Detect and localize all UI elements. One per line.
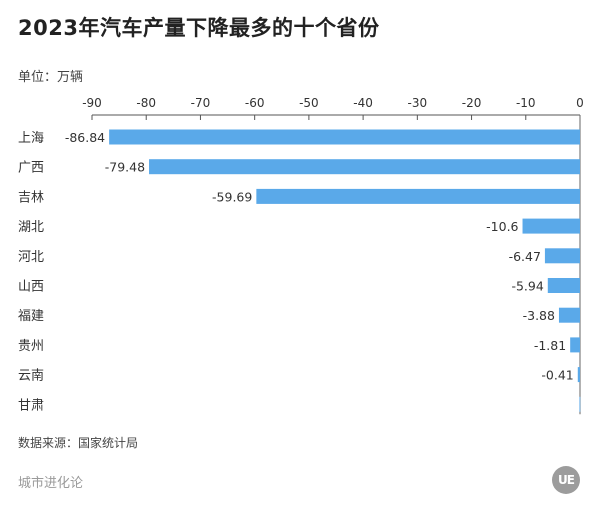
x-tick-label: 0 — [576, 96, 584, 110]
category-label: 云南 — [18, 368, 44, 384]
x-tick-label: -40 — [353, 96, 373, 110]
value-label: -6.47 — [509, 249, 541, 264]
bar — [149, 159, 580, 175]
category-label: 山西 — [18, 280, 44, 295]
value-label: -1.81 — [534, 338, 566, 353]
bar — [522, 218, 580, 234]
watermark-text: 城市进化论 — [18, 476, 84, 491]
category-label: 上海 — [18, 131, 44, 146]
value-label: -59.69 — [212, 189, 252, 204]
value-label: -10.6 — [486, 219, 518, 234]
bar — [577, 367, 580, 383]
x-tick-label: -10 — [516, 96, 536, 110]
category-label: 贵州 — [18, 339, 44, 354]
bar — [558, 307, 580, 323]
bar — [256, 188, 580, 204]
bar — [109, 129, 581, 145]
source-note: 数据来源：国家统计局 — [18, 436, 139, 450]
value-label: -5.94 — [511, 279, 543, 294]
x-tick-label: -30 — [408, 96, 428, 110]
value-label: -86.84 — [65, 130, 105, 145]
bar — [570, 337, 580, 353]
x-tick-label: -80 — [136, 96, 156, 110]
value-label: -0.41 — [541, 368, 573, 383]
x-tick-label: -90 — [82, 96, 102, 110]
x-tick-label: -50 — [299, 96, 319, 110]
value-label: -79.48 — [105, 160, 145, 175]
chart-title: 2023年汽车产量下降最多的十个省份 — [18, 16, 380, 40]
category-label: 河北 — [18, 250, 44, 265]
category-label: 福建 — [18, 309, 44, 324]
value-label: -3.88 — [523, 308, 555, 323]
bar — [579, 396, 581, 412]
bar — [544, 248, 580, 264]
x-tick-label: -70 — [191, 96, 211, 110]
x-tick-label: -20 — [462, 96, 482, 110]
x-tick-label: -60 — [245, 96, 265, 110]
bar — [547, 278, 580, 293]
category-label: 吉林 — [18, 190, 44, 205]
ue-logo: UE — [552, 466, 580, 494]
category-label: 湖北 — [18, 220, 44, 235]
category-label: 广西 — [18, 161, 44, 176]
unit-label: 单位：万辆 — [18, 70, 84, 85]
category-label: 甘肃 — [18, 398, 44, 413]
